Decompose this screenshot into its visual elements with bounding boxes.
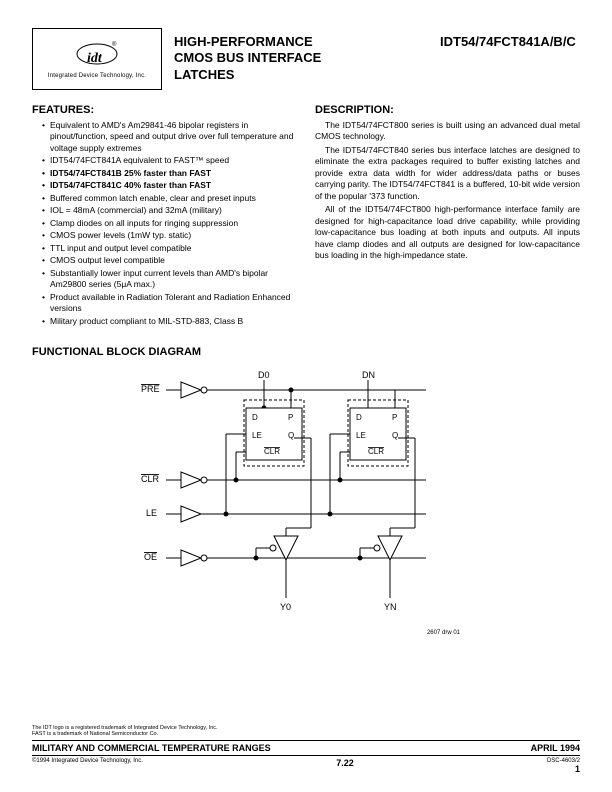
footer-bar-left: MILITARY AND COMMERCIAL TEMPERATURE RANG…: [32, 743, 271, 753]
yn-label: YN: [384, 602, 397, 612]
title-line-2: CMOS BUS INTERFACE: [174, 50, 428, 66]
idt-logo-icon: idt ®: [74, 40, 120, 70]
company-name: Integrated Device Technology, Inc.: [48, 73, 146, 79]
feature-item: CMOS output level compatible: [42, 255, 297, 266]
svg-text:D: D: [356, 413, 362, 422]
le-label: LE: [146, 508, 157, 518]
feature-item: IOL = 48mA (commercial) and 32mA (milita…: [42, 205, 297, 216]
feature-item: TTL input and output level compatible: [42, 243, 297, 254]
svg-text:Q: Q: [288, 431, 294, 440]
footer-right: DSC-4603/2 1: [547, 758, 580, 774]
footer-bar: MILITARY AND COMMERCIAL TEMPERATURE RANG…: [32, 740, 580, 756]
footer: The IDT logo is a registered trademark o…: [32, 725, 580, 774]
feature-item: IDT54/74FCT841B 25% faster than FAST: [42, 168, 297, 179]
features-column: FEATURES: Equivalent to AMD's Am29841-46…: [32, 104, 297, 328]
svg-text:P: P: [288, 413, 293, 422]
title-line-1: HIGH-PERFORMANCE: [174, 34, 428, 50]
part-number: IDT54/74FCT841A/B/C: [440, 28, 580, 90]
svg-text:P: P: [392, 413, 397, 422]
svg-text:LE: LE: [252, 431, 262, 440]
svg-text:CLR: CLR: [368, 447, 384, 456]
diagram-caption: 2607 drw 01: [32, 630, 580, 636]
feature-item: Buffered common latch enable, clear and …: [42, 193, 297, 204]
footer-bar-right: APRIL 1994: [531, 743, 580, 753]
description-column: DESCRIPTION: The IDT54/74FCT800 series i…: [315, 104, 580, 328]
description-body: The IDT54/74FCT800 series is built using…: [315, 120, 580, 262]
header: idt ® Integrated Device Technology, Inc.…: [32, 28, 580, 90]
features-list: Equivalent to AMD's Am29841-46 bipolar r…: [32, 120, 297, 327]
copyright: ©1994 Integrated Device Technology, Inc.: [32, 758, 143, 764]
description-heading: DESCRIPTION:: [315, 104, 580, 116]
feature-item: IDT54/74FCT841C 40% faster than FAST: [42, 180, 297, 191]
feature-item: Equivalent to AMD's Am29841-46 bipolar r…: [42, 120, 297, 154]
block-diagram: PRE CLR LE OE D0: [136, 368, 476, 628]
title-line-3: LATCHES: [174, 67, 428, 83]
feature-item: CMOS power levels (1mW typ. static): [42, 230, 297, 241]
feature-item: IDT54/74FCT841A equivalent to FAST™ spee…: [42, 155, 297, 166]
diagram-heading: FUNCTIONAL BLOCK DIAGRAM: [32, 346, 580, 358]
feature-item: Clamp diodes on all inputs for ringing s…: [42, 218, 297, 229]
description-paragraph: All of the IDT54/74FCT800 high-performan…: [315, 204, 580, 261]
trademark-note-1: The IDT logo is a registered trademark o…: [32, 725, 580, 732]
pre-label: PRE: [141, 384, 160, 394]
svg-text:CLR: CLR: [264, 447, 280, 456]
y0-label: Y0: [280, 602, 291, 612]
description-paragraph: The IDT54/74FCT800 series is built using…: [315, 120, 580, 143]
trademark-note-2: FAST is a trademark of National Semicond…: [32, 731, 580, 738]
description-paragraph: The IDT54/74FCT840 series bus interface …: [315, 145, 580, 202]
footer-bottom: ©1994 Integrated Device Technology, Inc.…: [32, 758, 580, 774]
svg-text:LE: LE: [356, 431, 366, 440]
svg-text:idt: idt: [87, 51, 103, 66]
oe-label: OE: [144, 552, 157, 562]
svg-text:D: D: [252, 413, 258, 422]
feature-item: Military product compliant to MIL-STD-88…: [42, 316, 297, 327]
d0-label: D0: [258, 370, 270, 380]
content-columns: FEATURES: Equivalent to AMD's Am29841-46…: [32, 104, 580, 328]
clr-label: CLR: [141, 474, 160, 484]
features-heading: FEATURES:: [32, 104, 297, 116]
doc-title: HIGH-PERFORMANCE CMOS BUS INTERFACE LATC…: [162, 28, 440, 90]
feature-item: Substantially lower input current levels…: [42, 268, 297, 291]
svg-text:Q: Q: [392, 431, 398, 440]
logo-box: idt ® Integrated Device Technology, Inc.: [32, 28, 162, 90]
feature-item: Product available in Radiation Tolerant …: [42, 292, 297, 315]
page-center: 7.22: [336, 758, 354, 768]
page-number: 1: [547, 764, 580, 774]
diagram-container: PRE CLR LE OE D0: [32, 368, 580, 628]
dn-label: DN: [362, 370, 375, 380]
svg-text:®: ®: [112, 41, 117, 48]
